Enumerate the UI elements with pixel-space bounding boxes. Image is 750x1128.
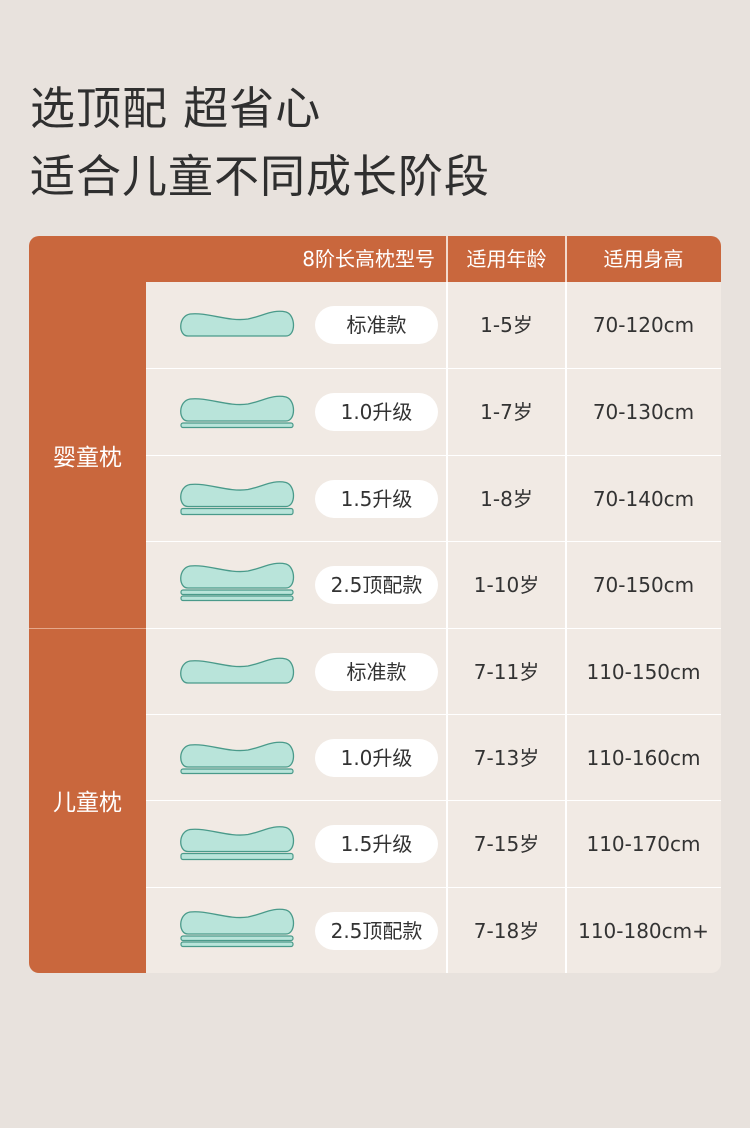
table-row: 1.5升级 1-8岁 70-140cm xyxy=(146,454,721,541)
table-row: 1.0升级 7-13岁 110-160cm xyxy=(146,714,721,800)
model-badge: 标准款 xyxy=(315,652,438,691)
table-row: 1.5升级 7-15岁 110-170cm xyxy=(146,800,721,886)
header-divider xyxy=(446,236,448,282)
height-cell: 70-150cm xyxy=(592,573,695,598)
pillow-illustration-icon xyxy=(178,733,298,785)
table-row: 2.5顶配款 1-10岁 70-150cm xyxy=(146,541,721,627)
model-badge: 2.5顶配款 xyxy=(315,911,438,950)
table-header: 8阶长高枕型号 适用年龄 适用身高 xyxy=(29,236,721,282)
age-cell: 7-18岁 xyxy=(473,918,540,943)
height-cell: 70-130cm xyxy=(592,400,695,425)
model-badge: 1.0升级 xyxy=(315,739,438,777)
headline-line-2: 适合儿童不同成长阶段 xyxy=(30,150,491,203)
pillow-illustration-icon xyxy=(178,906,298,958)
pillow-illustration-icon xyxy=(178,387,298,439)
header-age: 适用年龄 xyxy=(466,247,547,271)
model-badge: 1.5升级 xyxy=(315,479,438,518)
height-cell: 70-140cm xyxy=(592,486,695,511)
pillow-illustration-icon xyxy=(178,560,298,612)
age-cell: 1-7岁 xyxy=(480,400,533,425)
model-badge: 标准款 xyxy=(315,306,438,344)
height-cell: 110-170cm xyxy=(586,832,701,857)
group-label: 婴童枕 xyxy=(29,282,146,628)
pillow-size-table: 8阶长高枕型号 适用年龄 适用身高 婴童枕 标准款 1-5岁 70-120cm … xyxy=(29,236,721,973)
column-divider xyxy=(565,282,567,973)
model-badge: 1.5升级 xyxy=(315,825,438,864)
age-cell: 1-10岁 xyxy=(473,573,540,598)
table-row: 标准款 1-5岁 70-120cm xyxy=(146,282,721,368)
model-badge: 2.5顶配款 xyxy=(315,566,438,605)
pillow-illustration-icon xyxy=(178,819,298,871)
group-divider xyxy=(29,627,146,630)
header-divider xyxy=(565,236,567,282)
pillow-illustration-icon xyxy=(178,647,298,699)
header-height: 适用身高 xyxy=(603,247,684,271)
height-cell: 110-180cm+ xyxy=(578,918,709,943)
height-cell: 70-120cm xyxy=(592,313,695,337)
age-cell: 7-13岁 xyxy=(473,746,540,770)
table-row: 2.5顶配款 7-18岁 110-180cm+ xyxy=(146,886,721,973)
header-model: 8阶长高枕型号 xyxy=(302,247,435,271)
model-badge: 1.0升级 xyxy=(315,393,438,432)
age-cell: 7-15岁 xyxy=(473,832,540,857)
height-cell: 110-150cm xyxy=(586,659,701,684)
group-label: 儿童枕 xyxy=(29,627,146,973)
pillow-illustration-icon xyxy=(178,300,298,352)
column-divider xyxy=(446,282,448,973)
pillow-illustration-icon xyxy=(178,474,298,526)
headline-line-1: 选顶配 超省心 xyxy=(30,82,322,135)
table-row: 1.0升级 1-7岁 70-130cm xyxy=(146,368,721,454)
age-cell: 1-5岁 xyxy=(480,313,533,337)
age-cell: 1-8岁 xyxy=(480,486,533,511)
table-row: 标准款 7-11岁 110-150cm xyxy=(146,627,721,714)
age-cell: 7-11岁 xyxy=(473,659,540,684)
height-cell: 110-160cm xyxy=(586,746,701,770)
